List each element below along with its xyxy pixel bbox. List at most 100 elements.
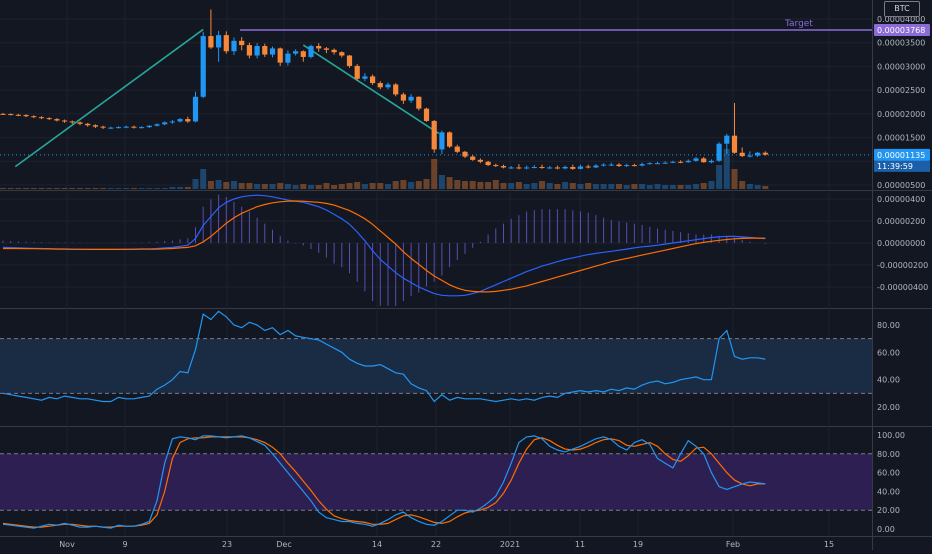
volume-bar [438, 175, 445, 189]
candle-body [62, 120, 68, 122]
volume-bar [184, 187, 191, 189]
volume-bar [523, 184, 530, 189]
candle-body [15, 114, 21, 116]
volume-bar [323, 183, 330, 189]
volume-bar [500, 183, 507, 189]
stoch-tick-label: 60.00 [877, 469, 900, 478]
volume-bar [739, 181, 746, 189]
volume-bar [400, 180, 407, 189]
candle-body [539, 166, 545, 168]
candle-body [462, 151, 468, 157]
target-label: Target [784, 19, 813, 29]
candle-body [316, 46, 322, 49]
volume-bar [708, 181, 715, 189]
volume-bar [161, 188, 168, 189]
candle-body [639, 164, 645, 166]
candle-body [185, 119, 191, 122]
volume-bar [531, 183, 538, 189]
target-price-badge-bg [874, 24, 930, 37]
volume-bar [592, 184, 599, 189]
volume-bar [639, 184, 646, 189]
candle-body [454, 146, 460, 152]
volume-bar [223, 182, 230, 189]
candle-body [377, 83, 383, 88]
macd-tick-label: -0.00000400 [877, 283, 928, 292]
x-tick-label: 22 [431, 540, 441, 549]
volume-bar [254, 184, 261, 189]
volume-bar [231, 181, 237, 189]
candle-body [216, 35, 222, 48]
volume-bar [369, 183, 376, 189]
volume-bar [462, 181, 468, 189]
x-tick-label: 9 [122, 540, 127, 549]
volume-bar [377, 183, 384, 189]
price-tick-label: 0.00003000 [877, 62, 925, 71]
candle-body [239, 40, 245, 46]
volume-bar [338, 184, 345, 189]
x-tick-label: 23 [222, 540, 232, 549]
x-tick-label: Nov [59, 540, 75, 549]
macd-signal-line [3, 200, 766, 293]
candle-body [23, 115, 29, 117]
candle-body [223, 35, 229, 52]
candle-body [146, 125, 152, 128]
currency-badge[interactable]: BTC [884, 1, 920, 17]
volume-bar [115, 188, 122, 189]
candle-body [547, 167, 553, 169]
volume-bar [562, 182, 569, 189]
candle-body [285, 53, 291, 63]
volume-bar [515, 182, 522, 189]
volume-bar [100, 188, 107, 189]
candle-body [693, 158, 699, 161]
volume-bar [61, 188, 68, 189]
stoch-tick-label: 80.00 [877, 450, 900, 459]
volume-bar [631, 184, 638, 189]
volume-bar [130, 188, 137, 189]
volume-bar [53, 188, 60, 189]
x-tick-label: Feb [726, 540, 740, 549]
rsi-line [2, 310, 766, 403]
volume-bar [261, 184, 268, 189]
x-tick-label: 15 [824, 540, 834, 549]
candle-body [269, 48, 276, 55]
candle-body [585, 166, 591, 168]
volume-bar [508, 183, 515, 189]
volume-bar [693, 184, 699, 189]
candle-body [408, 96, 414, 101]
volume-bar [762, 186, 769, 189]
volume-bar [284, 184, 291, 189]
candle-body [154, 124, 160, 126]
volume-bar [646, 185, 653, 189]
candle-body [69, 121, 75, 123]
price-tick-label: 0.00004000 [877, 15, 925, 24]
volume-bar [46, 188, 53, 189]
last-price-badge: 0.00001135 [877, 151, 925, 160]
candle-body [123, 126, 129, 128]
candle-body [362, 76, 368, 79]
candle-body [115, 127, 122, 129]
candle-body [200, 36, 206, 97]
candle-body [293, 51, 299, 54]
candle-body [631, 165, 637, 167]
volume-bar [361, 184, 368, 189]
volume-bar [731, 169, 738, 189]
volume-bar [300, 184, 307, 189]
volume-bar [346, 183, 353, 189]
candle-body [246, 45, 252, 56]
price-tick-label: 0.00003500 [877, 39, 925, 48]
volume-bar [431, 159, 438, 189]
candle-body [554, 167, 560, 169]
volume-bar [192, 179, 199, 189]
candle-body [416, 96, 422, 109]
rsi-tick-label: 80.00 [877, 321, 900, 330]
volume-bar [84, 188, 91, 189]
volume-bar [569, 183, 576, 189]
volume-bar [277, 183, 284, 189]
rsi-band [0, 338, 872, 394]
volume-bar [0, 188, 6, 189]
volume-bar [477, 182, 484, 189]
volume-bar [146, 188, 153, 189]
candle-body [423, 108, 430, 121]
volume-bar [30, 188, 37, 189]
